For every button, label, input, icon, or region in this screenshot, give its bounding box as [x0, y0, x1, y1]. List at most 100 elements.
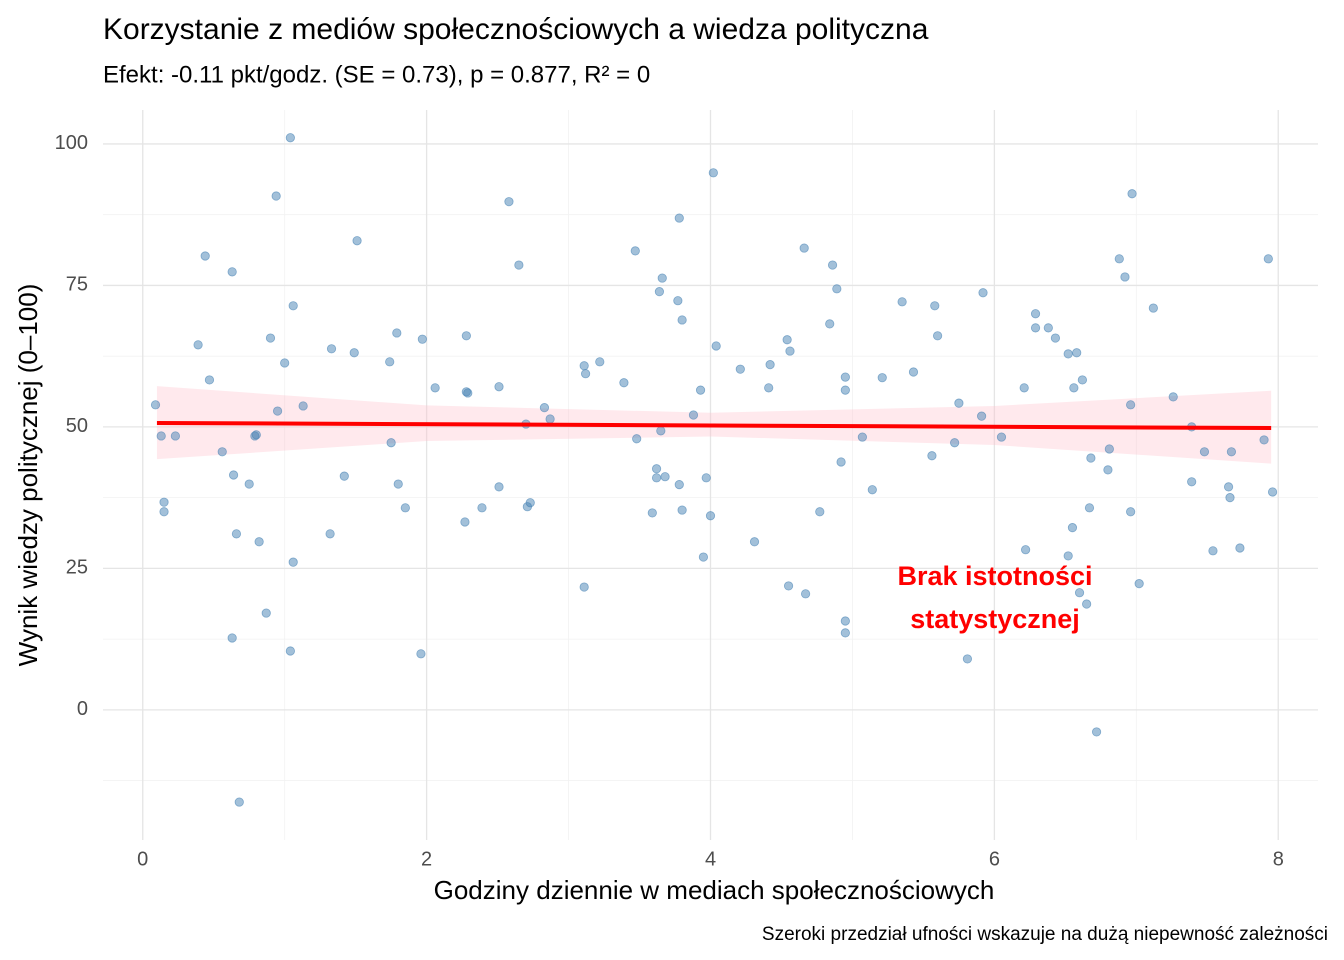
point — [1063, 551, 1073, 561]
point — [698, 552, 709, 562]
point — [695, 385, 706, 395]
point — [477, 503, 487, 513]
point — [463, 388, 473, 398]
point — [825, 319, 835, 329]
point — [150, 400, 161, 410]
point — [1148, 303, 1158, 313]
point — [272, 406, 283, 416]
point — [170, 431, 180, 441]
point — [840, 616, 850, 626]
point — [765, 360, 775, 370]
point — [1225, 493, 1235, 503]
point — [654, 287, 665, 297]
point — [227, 267, 237, 277]
point — [1226, 447, 1237, 457]
point — [298, 401, 308, 411]
point — [159, 507, 169, 517]
point — [1168, 392, 1178, 402]
y-axis-label: Wynik wiedzy politycznej (0–100) — [13, 284, 43, 667]
point — [579, 361, 589, 371]
point — [579, 582, 589, 592]
plot-area — [103, 110, 1318, 840]
point — [950, 438, 960, 448]
point — [392, 328, 402, 338]
point — [1063, 349, 1073, 359]
point — [927, 451, 937, 461]
point — [1043, 323, 1053, 333]
point — [1103, 465, 1113, 475]
point — [930, 301, 940, 311]
point — [234, 797, 244, 807]
point — [632, 434, 642, 444]
chart-subtitle: Efekt: -0.11 pkt/godz. (SE = 0.73), p = … — [103, 61, 650, 88]
x-tick-label: 2 — [421, 848, 432, 870]
trend-line — [156, 420, 1272, 431]
point — [1104, 444, 1114, 454]
annotation: Brak istotności — [897, 561, 1092, 591]
point — [416, 649, 426, 659]
point — [647, 508, 657, 518]
point — [1072, 348, 1082, 358]
point — [996, 432, 1007, 442]
point — [193, 340, 203, 350]
point — [545, 414, 555, 424]
x-tick-label: 4 — [705, 848, 716, 870]
point — [630, 246, 640, 256]
point — [688, 410, 699, 420]
point — [595, 357, 605, 367]
point — [539, 403, 550, 413]
point — [461, 331, 471, 341]
point — [349, 348, 359, 358]
y-tick-label: 100 — [55, 132, 88, 154]
point — [1126, 507, 1136, 517]
point — [1082, 599, 1092, 609]
point — [1091, 727, 1102, 737]
point — [705, 511, 716, 521]
point — [1067, 523, 1078, 533]
point — [954, 398, 964, 408]
point — [1267, 487, 1278, 497]
point — [1084, 503, 1095, 513]
point — [1074, 588, 1085, 598]
point — [1263, 254, 1273, 264]
point — [832, 284, 842, 294]
point — [352, 236, 362, 246]
point — [782, 335, 792, 345]
point — [1086, 453, 1096, 463]
point — [325, 529, 335, 539]
annotation: statystycznej — [910, 604, 1080, 634]
point — [977, 411, 987, 421]
point — [285, 133, 295, 143]
point — [836, 457, 846, 467]
point — [785, 346, 795, 356]
point — [1127, 189, 1137, 199]
point — [261, 608, 271, 618]
point — [525, 498, 535, 508]
point — [827, 260, 838, 270]
point — [228, 470, 239, 480]
point — [660, 472, 670, 482]
point — [933, 331, 943, 341]
point — [1235, 543, 1245, 553]
point — [217, 447, 227, 457]
point — [978, 288, 988, 298]
point — [1208, 546, 1218, 556]
point — [840, 628, 850, 638]
point — [962, 654, 973, 664]
point — [231, 529, 242, 539]
point — [815, 507, 825, 517]
point — [735, 364, 745, 374]
y-tick-label: 50 — [66, 415, 88, 437]
point — [280, 358, 290, 368]
point — [783, 581, 794, 591]
point — [460, 517, 470, 527]
point — [339, 471, 349, 481]
point — [494, 382, 504, 392]
point — [1050, 333, 1061, 343]
point — [651, 473, 662, 483]
x-tick-label: 6 — [989, 848, 1000, 870]
point — [651, 464, 662, 474]
point — [514, 260, 524, 270]
point — [701, 473, 711, 483]
